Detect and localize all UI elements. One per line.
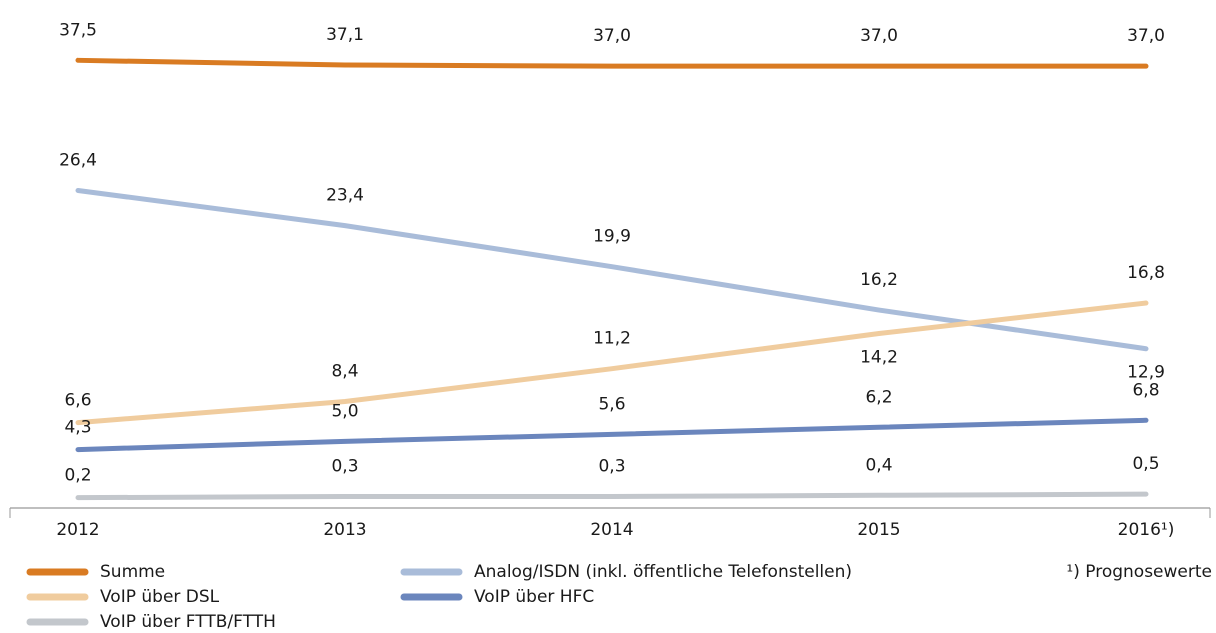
x-tick-label: 2013 [323, 520, 366, 540]
data-label: 12,9 [1127, 363, 1165, 383]
data-label: 11,2 [593, 329, 631, 349]
data-label: 37,5 [59, 20, 97, 40]
legend-label: VoIP über HFC [474, 587, 594, 607]
series-line [75, 187, 1149, 352]
series-line [75, 57, 1149, 69]
data-label: 0,5 [1132, 454, 1159, 474]
data-label: 16,8 [1127, 263, 1165, 283]
series-line [75, 417, 1149, 453]
legend-label: Summe [100, 562, 165, 582]
x-tick-label: 2014 [590, 520, 633, 540]
data-label: 37,0 [1127, 26, 1165, 46]
data-label: 14,2 [860, 348, 898, 368]
legend-label: VoIP über FTTB/FTTH [100, 612, 276, 632]
data-label: 6,8 [1132, 380, 1159, 400]
data-label: 16,2 [860, 270, 898, 290]
data-label: 23,4 [326, 186, 364, 206]
x-tick-label: 2012 [56, 520, 99, 540]
data-label: 8,4 [331, 362, 358, 382]
data-label: 19,9 [593, 227, 631, 247]
data-label: 4,3 [64, 418, 91, 438]
data-label: 37,1 [326, 25, 364, 45]
footnote: ¹) Prognosewerte [1066, 562, 1212, 582]
series-line [75, 491, 1149, 501]
data-label: 37,0 [860, 26, 898, 46]
data-label: 5,0 [331, 401, 358, 421]
legend-label: VoIP über DSL [100, 587, 220, 607]
data-label: 26,4 [59, 150, 97, 170]
legend-label: Analog/ISDN (inkl. öffentliche Telefonst… [474, 562, 852, 582]
data-label: 0,4 [865, 455, 892, 475]
data-label: 37,0 [593, 26, 631, 46]
data-label: 6,2 [865, 387, 892, 407]
x-tick-label: 2015 [857, 520, 900, 540]
series-line [75, 300, 1149, 426]
data-label: 0,2 [64, 466, 91, 486]
data-label: 0,3 [331, 456, 358, 476]
data-label: 0,3 [598, 456, 625, 476]
x-tick-label: 2016¹) [1118, 520, 1175, 540]
data-label: 5,6 [598, 394, 625, 414]
data-label: 6,6 [64, 391, 91, 411]
